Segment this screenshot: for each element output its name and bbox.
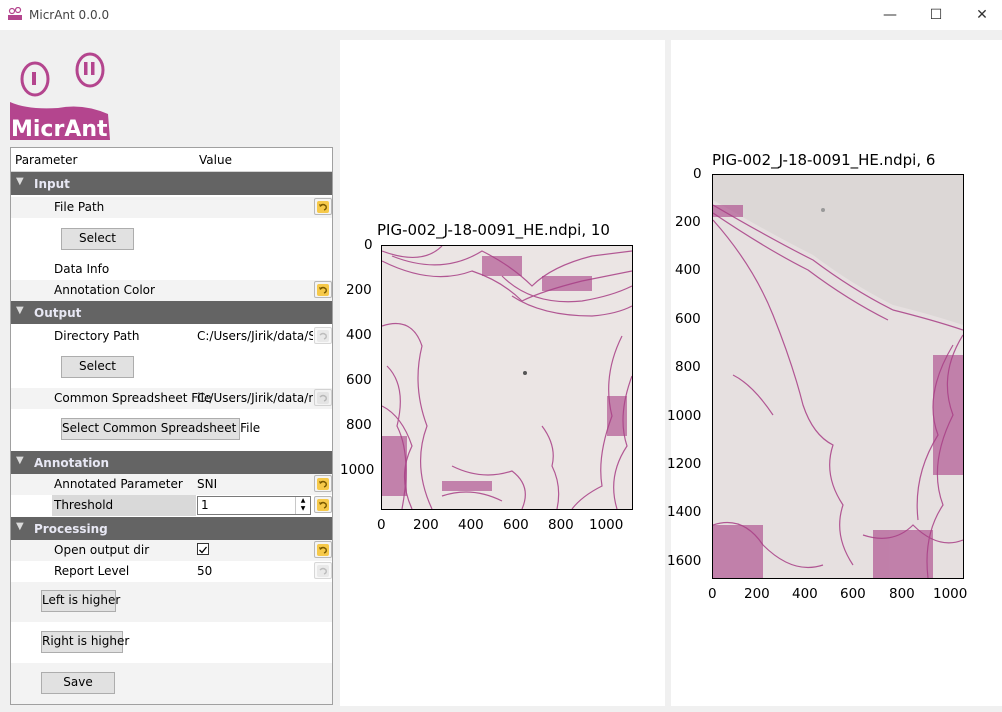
axis-tick-label: 800 [548,517,574,533]
left-is-higher-button[interactable]: Left is higher [41,590,120,612]
right-plot-title: PIG-002_J-18-0091_HE.ndpi, 6 [712,151,936,169]
axis-tick-label: 0 [693,166,702,182]
right-is-higher-button[interactable]: Right is higher [41,631,129,653]
close-icon: ✕ [976,7,988,23]
open-output-dir-row[interactable]: Open output dir [11,540,332,561]
minimize-icon: — [883,7,897,23]
axis-tick-label: 1000 [589,517,624,533]
title-bar: MicrAnt 0.0.0 — ☐ ✕ [0,0,1002,30]
collapse-arrow-icon[interactable]: ▼ [16,521,24,532]
close-button[interactable]: ✕ [959,0,1002,30]
spin-arrows-icon[interactable]: ▲ ▼ [295,497,310,514]
section-annotation[interactable]: ▼ Annotation [11,451,332,474]
reset-threshold-button[interactable] [314,496,332,513]
annotation-color-row[interactable]: Annotation Color [11,280,332,301]
axis-tick-label: 1200 [667,456,702,472]
undo-icon [317,564,329,577]
collapse-arrow-icon[interactable]: ▼ [16,305,24,316]
reset-directory-path-button[interactable] [314,327,332,344]
axis-tick-label: 1000 [340,462,375,478]
axis-tick-label: 600 [346,372,372,388]
axis-tick-label: 200 [744,586,770,602]
window-title: MicrAnt 0.0.0 [29,8,110,22]
common-spreadsheet-value: C:/Users/Jirik/data/mi [197,391,313,405]
report-level-row[interactable]: Report Level 50 [11,561,332,582]
reset-annotated-parameter-button[interactable] [314,475,332,492]
reset-common-spreadsheet-button[interactable] [314,389,332,406]
threshold-selected-bg [52,495,196,516]
axis-tick-label: 800 [346,417,372,433]
checkmark-icon [199,546,208,554]
axis-tick-label: 200 [346,282,372,298]
select-directory-button[interactable]: Select [61,356,134,378]
undo-icon [317,391,329,404]
maximize-icon: ☐ [929,7,943,23]
undo-icon [317,543,329,556]
axis-tick-label: 400 [458,517,484,533]
section-input[interactable]: ▼ Input [11,172,332,195]
threshold-spinbox[interactable]: 1 ▲ ▼ [197,496,311,515]
axis-tick-label: 600 [675,311,701,327]
logo-text: MicrAnt [11,117,108,142]
section-processing[interactable]: ▼ Processing [11,517,332,540]
axis-tick-label: 1000 [667,408,702,424]
axis-tick-label: 800 [889,586,915,602]
threshold-row[interactable]: Threshold 1 ▲ ▼ [11,495,332,516]
micrant-logo: MicrAnt [8,48,114,142]
select-common-spreadsheet-button[interactable]: Select Common Spreadsheet File [61,418,260,440]
annotated-parameter-value: SNI [197,477,218,491]
axis-tick-label: 0 [377,517,386,533]
directory-path-row[interactable]: Directory Path C:/Users/Jirik/data/SA [11,326,332,347]
axis-tick-label: 600 [503,517,529,533]
undo-icon [317,329,329,342]
reset-file-path-button[interactable] [314,198,332,215]
value-column-header: Value [199,153,232,167]
reset-open-output-dir-button[interactable] [314,541,332,558]
data-info-row: Data Info [54,262,110,276]
undo-icon [317,200,329,213]
left-plot-panel[interactable]: PIG-002_J-18-0091_HE.ndpi, 10 [340,40,665,706]
annotated-parameter-row[interactable]: Annotated Parameter SNI [11,474,332,495]
parameter-tree[interactable]: Parameter Value ▼ Input File Path Select… [10,147,333,705]
minimize-button[interactable]: — [867,0,913,30]
file-path-row[interactable]: File Path [11,197,332,218]
reset-annotation-color-button[interactable] [314,281,332,298]
left-tissue-image[interactable] [381,245,633,510]
parameter-column-header: Parameter [15,153,78,167]
undo-icon [317,477,329,490]
undo-icon [317,283,329,296]
right-tissue-image[interactable] [712,174,964,579]
section-output[interactable]: ▼ Output [11,301,332,324]
maximize-button[interactable]: ☐ [913,0,959,30]
left-plot-title: PIG-002_J-18-0091_HE.ndpi, 10 [377,221,610,239]
common-spreadsheet-row[interactable]: Common Spreadsheet File C:/Users/Jirik/d… [11,388,332,409]
directory-path-value: C:/Users/Jirik/data/SA [197,329,313,343]
axis-tick-label: 200 [675,214,701,230]
report-level-value: 50 [197,564,213,578]
axis-tick-label: 200 [413,517,439,533]
undo-icon [317,498,329,511]
axis-tick-label: 0 [364,237,373,253]
axis-tick-label: 1000 [933,586,968,602]
axis-tick-label: 800 [675,359,701,375]
app-icon [8,7,22,20]
axis-tick-label: 400 [792,586,818,602]
reset-report-level-button[interactable] [314,562,332,579]
right-plot-panel[interactable]: PIG-002_J-18-0091_HE.ndpi, 6 [667,40,1002,706]
collapse-arrow-icon[interactable]: ▼ [16,176,24,187]
axis-tick-label: 400 [346,327,372,343]
axis-tick-label: 1400 [667,504,702,520]
axis-tick-label: 0 [708,586,717,602]
axis-tick-label: 1600 [667,553,702,569]
tree-header: Parameter Value [11,148,332,172]
axis-tick-label: 600 [840,586,866,602]
collapse-arrow-icon[interactable]: ▼ [16,455,24,466]
select-file-button[interactable]: Select [61,228,134,250]
save-button[interactable]: Save [41,672,115,694]
open-output-dir-checkbox[interactable] [197,543,209,555]
axis-tick-label: 400 [675,262,701,278]
